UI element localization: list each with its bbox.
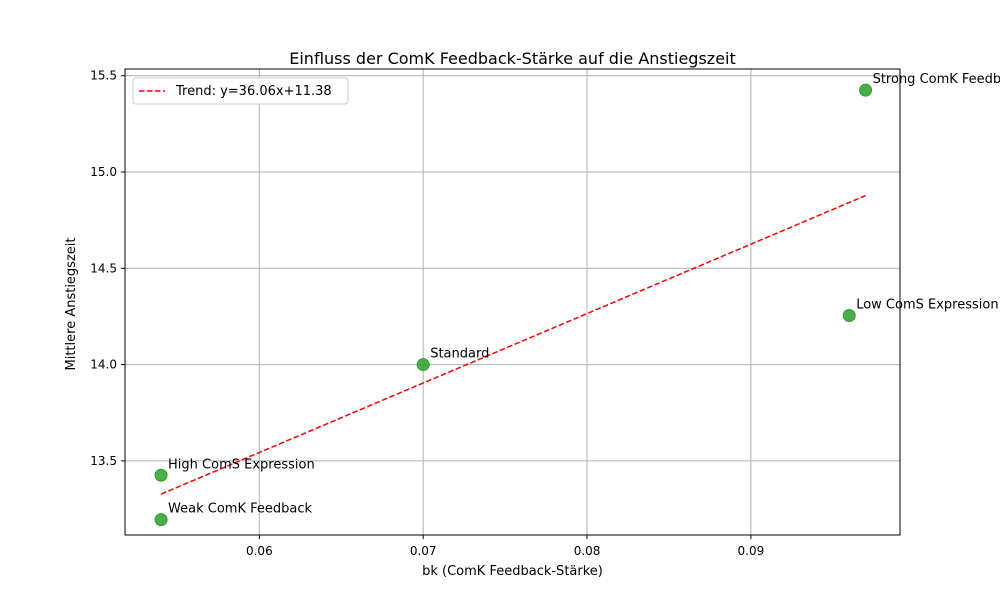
point-label: Low ComS Expression [856,297,998,312]
data-point [154,513,168,527]
plot-frame [124,68,901,536]
data-point [416,358,430,372]
point-label: Standard [430,347,489,362]
y-tick-label: 13.5 [90,454,117,468]
data-points [154,83,873,527]
x-tick-label: 0.08 [574,544,601,558]
data-point [842,308,856,322]
y-tick-label: 15.5 [90,69,117,83]
x-axis-label: bk (ComK Feedback-Stärke) [422,564,603,579]
point-labels: Weak ComK Feedback High ComS Expression St… [168,72,1000,516]
data-point [154,468,168,482]
x-tick-label: 0.07 [410,544,437,558]
x-tick-label: 0.09 [738,544,765,558]
point-label: High ComS Expression [168,457,315,472]
trend-line [160,194,866,495]
y-tick-label: 14.0 [90,358,117,372]
point-label: Weak ComK Feedback [168,502,312,517]
chart-title: Einfluss der ComK Feedback-Stärke auf di… [289,49,736,68]
data-point [859,83,873,97]
x-tick-label: 0.06 [246,544,273,558]
y-axis-ticks: 13.5 14.0 14.5 15.0 15.5 [90,69,125,468]
point-label: Strong ComK Feedback [873,72,1000,87]
legend-box [132,77,349,105]
legend-trend-label: Trend: y=36.06x+11.38 [175,84,332,99]
x-axis-ticks: 0.06 0.07 0.08 0.09 [246,535,764,558]
grid-lines [125,69,900,535]
trend-line-group [160,194,866,495]
legend: Trend: y=36.06x+11.38 [132,77,349,105]
y-axis-label: Mittlere Anstiegszeit [64,238,79,371]
y-tick-label: 14.5 [90,261,117,275]
y-tick-label: 15.0 [90,165,117,179]
